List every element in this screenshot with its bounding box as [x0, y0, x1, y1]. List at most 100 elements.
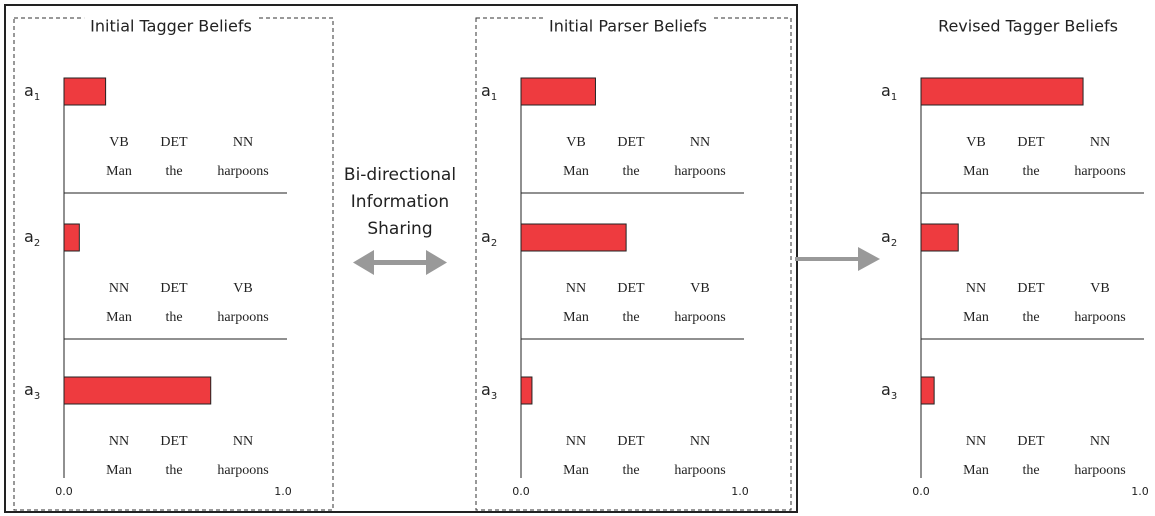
pos-tag: NN — [109, 281, 129, 296]
pos-tag: DET — [160, 434, 188, 449]
bar — [920, 223, 959, 252]
pos-tag: NN — [566, 434, 586, 449]
word: Man — [563, 164, 589, 179]
row-label: a2 — [24, 227, 40, 250]
pos-tag: NN — [233, 434, 253, 449]
word: harpoons — [217, 463, 268, 478]
x-tick-label: 1.0 — [1131, 485, 1149, 498]
arrow — [795, 247, 880, 271]
pos-tag: NN — [1090, 135, 1110, 150]
panel-title: Initial Parser Beliefs — [549, 17, 707, 36]
word: the — [1022, 164, 1039, 179]
row-label-index: 1 — [491, 92, 497, 103]
bar — [63, 77, 107, 106]
word: harpoons — [1074, 310, 1125, 325]
word: Man — [106, 463, 132, 478]
middle-text: Sharing — [367, 219, 432, 239]
pos-tag: DET — [160, 135, 188, 150]
bar — [920, 376, 935, 405]
word: the — [165, 463, 182, 478]
pos-tag: NN — [966, 434, 986, 449]
x-tick-label: 0.0 — [912, 485, 930, 498]
row-label-index: 3 — [34, 391, 40, 402]
title-background — [542, 16, 714, 36]
word: Man — [963, 164, 989, 179]
row-label-name: a — [881, 380, 891, 399]
row-label-index: 3 — [491, 391, 497, 402]
pos-tag: VB — [566, 135, 585, 150]
bar — [63, 223, 80, 252]
bar — [63, 376, 212, 405]
row-label-index: 2 — [891, 238, 897, 249]
row-label-name: a — [24, 380, 34, 399]
row-label-index: 3 — [891, 391, 897, 402]
pos-tag: DET — [617, 281, 645, 296]
word: harpoons — [217, 310, 268, 325]
word: the — [1022, 310, 1039, 325]
word: harpoons — [1074, 463, 1125, 478]
pos-tag: VB — [966, 135, 985, 150]
pos-tag: NN — [690, 135, 710, 150]
word: Man — [963, 310, 989, 325]
row-label: a2 — [481, 227, 497, 250]
row-label-name: a — [481, 380, 491, 399]
word: Man — [563, 463, 589, 478]
panel-title: Initial Tagger Beliefs — [90, 17, 252, 36]
row-label-name: a — [881, 227, 891, 246]
row-label-index: 2 — [491, 238, 497, 249]
row-label-name: a — [24, 227, 34, 246]
pos-tag: VB — [690, 281, 709, 296]
word: harpoons — [1074, 164, 1125, 179]
word: Man — [563, 310, 589, 325]
word: Man — [106, 164, 132, 179]
word: Man — [963, 463, 989, 478]
row-label-name: a — [481, 81, 491, 100]
pos-tag: VB — [109, 135, 128, 150]
word: harpoons — [674, 310, 725, 325]
word: Man — [106, 310, 132, 325]
pos-tag: DET — [1017, 434, 1045, 449]
pos-tag: VB — [1090, 281, 1109, 296]
pos-tag: DET — [160, 281, 188, 296]
pos-tag: NN — [690, 434, 710, 449]
word: harpoons — [217, 164, 268, 179]
bar — [520, 376, 533, 405]
row-label: a2 — [881, 227, 897, 250]
x-tick-label: 1.0 — [274, 485, 292, 498]
x-tick-label: 0.0 — [512, 485, 530, 498]
pos-tag: NN — [966, 281, 986, 296]
row-label-index: 1 — [891, 92, 897, 103]
bar — [520, 77, 596, 106]
panel-title: Revised Tagger Beliefs — [938, 17, 1118, 36]
word: the — [165, 310, 182, 325]
row-label: a3 — [481, 380, 497, 403]
row-label: a1 — [881, 81, 897, 104]
pos-tag: DET — [1017, 281, 1045, 296]
double-arrow — [353, 250, 447, 275]
pos-tag: NN — [1090, 434, 1110, 449]
pos-tag: DET — [617, 135, 645, 150]
row-label: a3 — [881, 380, 897, 403]
title-background — [932, 16, 1124, 36]
pos-tag: NN — [233, 135, 253, 150]
title-background — [84, 16, 258, 36]
row-label-name: a — [481, 227, 491, 246]
word: the — [1022, 463, 1039, 478]
word: the — [622, 310, 639, 325]
pos-tag: VB — [233, 281, 252, 296]
row-label: a1 — [24, 81, 40, 104]
word: harpoons — [674, 164, 725, 179]
row-label: a3 — [24, 380, 40, 403]
middle-text: Bi-directional — [344, 165, 456, 185]
row-label-index: 2 — [34, 238, 40, 249]
pos-tag: NN — [109, 434, 129, 449]
middle-text: Information — [351, 192, 449, 212]
word: the — [622, 463, 639, 478]
word: harpoons — [674, 463, 725, 478]
bar — [920, 77, 1084, 106]
word: the — [165, 164, 182, 179]
word: the — [622, 164, 639, 179]
row-label: a1 — [481, 81, 497, 104]
x-tick-label: 0.0 — [55, 485, 73, 498]
